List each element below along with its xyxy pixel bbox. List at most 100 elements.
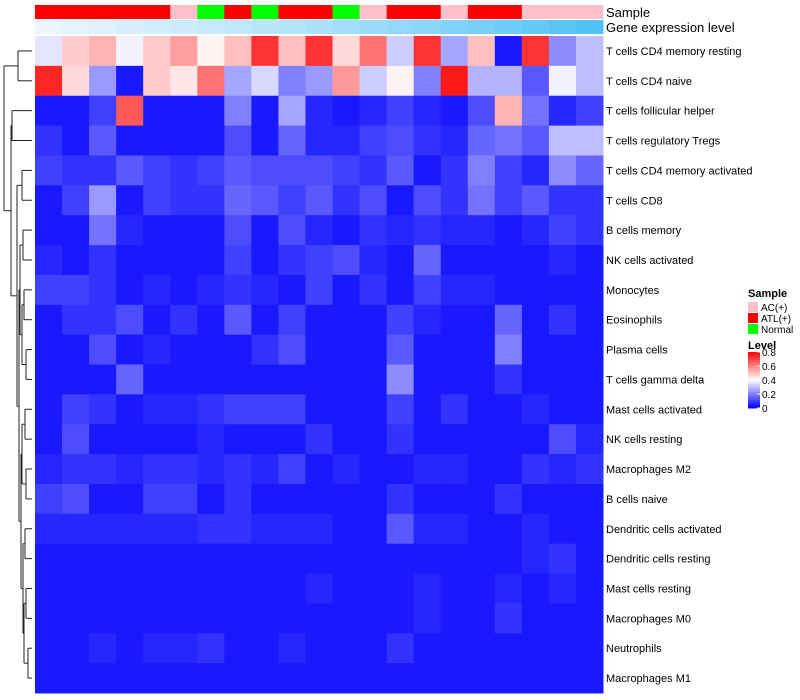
heatmap-cell bbox=[224, 125, 252, 156]
heatmap-cell bbox=[62, 95, 90, 127]
heatmap-cell bbox=[575, 334, 604, 365]
sample-annotation-cell bbox=[89, 5, 117, 19]
heatmap-cell bbox=[197, 125, 225, 156]
heatmap-cell bbox=[548, 95, 577, 127]
heatmap-cell bbox=[197, 513, 225, 545]
heatmap-cell bbox=[467, 573, 496, 604]
heatmap-cell bbox=[89, 95, 117, 127]
heatmap-cell bbox=[548, 334, 577, 365]
annotation-label-expression: Gene expression level bbox=[606, 20, 735, 35]
heatmap-cell bbox=[440, 245, 469, 276]
heatmap-cell bbox=[413, 95, 442, 127]
heatmap-cell bbox=[35, 633, 63, 664]
heatmap-cell bbox=[116, 274, 144, 306]
heatmap-cell bbox=[467, 483, 496, 515]
heatmap-cell bbox=[35, 603, 63, 634]
heatmap-cell bbox=[251, 424, 279, 455]
heatmap-cell bbox=[143, 125, 171, 156]
heatmap-cell bbox=[575, 483, 604, 515]
heatmap-cell bbox=[467, 125, 496, 156]
heatmap-cell bbox=[386, 424, 415, 455]
heatmap-cell bbox=[251, 185, 279, 216]
heatmap-cell bbox=[224, 364, 252, 395]
heatmap-cell bbox=[521, 364, 550, 395]
heatmap-cell bbox=[116, 513, 144, 545]
heatmap-cell bbox=[575, 663, 604, 694]
legend-tick-label: 0.8 bbox=[762, 348, 776, 359]
heatmap-cell bbox=[467, 424, 496, 455]
heatmap-cell bbox=[305, 573, 334, 604]
heatmap-cell bbox=[440, 454, 469, 485]
expression-annotation-cell bbox=[305, 20, 334, 34]
sample-annotation-cell bbox=[278, 5, 306, 19]
legend-gradient-step bbox=[748, 364, 760, 367]
heatmap-cell bbox=[170, 424, 198, 455]
heatmap-cell bbox=[170, 185, 198, 216]
legend-gradient-step bbox=[748, 400, 760, 403]
heatmap-cell bbox=[548, 454, 577, 485]
heatmap-cell bbox=[89, 513, 117, 545]
heatmap-cell bbox=[62, 274, 90, 306]
heatmap-cell bbox=[305, 424, 334, 455]
sample-annotation-cell bbox=[467, 5, 496, 19]
heatmap-cell bbox=[305, 65, 334, 97]
heatmap-cell bbox=[35, 483, 63, 515]
heatmap-cell bbox=[467, 245, 496, 276]
heatmap-cell bbox=[197, 454, 225, 485]
legend-gradient-step bbox=[748, 360, 760, 363]
heatmap-cell bbox=[143, 424, 171, 455]
row-label: Dendritic cells activated bbox=[606, 524, 722, 536]
heatmap-cell bbox=[386, 483, 415, 515]
heatmap-cell bbox=[35, 334, 63, 365]
heatmap-cell bbox=[413, 663, 442, 694]
heatmap-cell bbox=[62, 215, 90, 246]
heatmap-cell bbox=[89, 573, 117, 604]
heatmap-cell bbox=[413, 394, 442, 425]
heatmap-cell bbox=[197, 424, 225, 455]
expression-annotation-cell bbox=[359, 20, 388, 34]
row-label: Macrophages M2 bbox=[606, 464, 691, 476]
heatmap-cell bbox=[305, 215, 334, 246]
heatmap-cell bbox=[332, 125, 361, 156]
heatmap-cell bbox=[251, 573, 279, 604]
heatmap-cell bbox=[170, 364, 198, 395]
heatmap-cell bbox=[440, 633, 469, 664]
heatmap-cell bbox=[116, 663, 144, 694]
heatmap-cell bbox=[548, 663, 577, 694]
heatmap-cell bbox=[305, 483, 334, 515]
heatmap-cell bbox=[575, 394, 604, 425]
expression-annotation-cell bbox=[440, 20, 469, 34]
heatmap-cell bbox=[332, 36, 361, 67]
heatmap-cell bbox=[305, 125, 334, 156]
legend-tick-label: 0.6 bbox=[762, 362, 776, 373]
heatmap-cell bbox=[62, 424, 90, 455]
legend-gradient-step bbox=[748, 378, 760, 381]
heatmap-cell bbox=[89, 543, 117, 575]
heatmap-cell bbox=[467, 633, 496, 664]
heatmap-cell bbox=[62, 245, 90, 276]
heatmap-cell bbox=[224, 334, 252, 365]
heatmap-cell bbox=[359, 633, 388, 664]
legend-swatch bbox=[748, 302, 758, 312]
heatmap-cell bbox=[332, 334, 361, 365]
legend-gradient-step bbox=[748, 356, 760, 359]
heatmap-cell bbox=[440, 185, 469, 216]
heatmap-cell bbox=[62, 36, 90, 67]
heatmap-cell bbox=[170, 633, 198, 664]
heatmap-cell bbox=[305, 394, 334, 425]
heatmap-cell bbox=[494, 304, 523, 336]
heatmap-cell bbox=[89, 274, 117, 306]
row-dendrogram bbox=[3, 50, 32, 679]
heatmap-cell bbox=[575, 274, 604, 306]
heatmap-cell bbox=[62, 394, 90, 425]
heatmap-cell bbox=[440, 364, 469, 395]
heatmap-cell bbox=[224, 274, 252, 306]
heatmap-cell bbox=[89, 603, 117, 634]
heatmap-cell bbox=[440, 334, 469, 365]
heatmap-cell bbox=[359, 483, 388, 515]
heatmap-cell bbox=[575, 95, 604, 127]
expression-annotation-cell bbox=[89, 20, 117, 34]
heatmap-cell bbox=[197, 185, 225, 216]
heatmap-cell bbox=[548, 245, 577, 276]
heatmap-cell bbox=[440, 304, 469, 336]
